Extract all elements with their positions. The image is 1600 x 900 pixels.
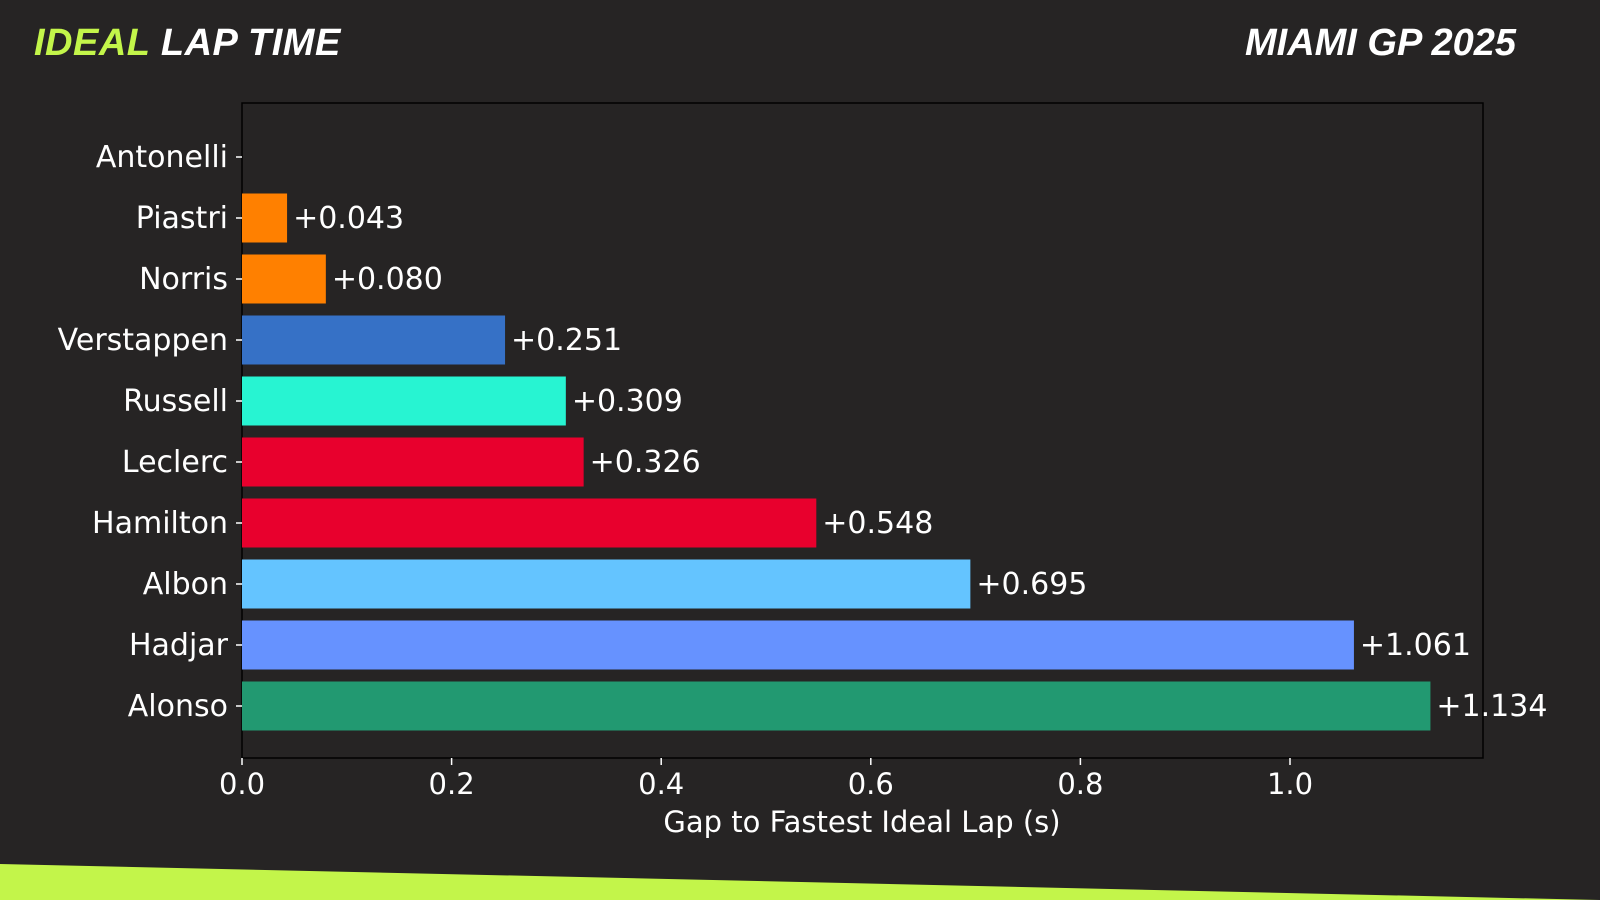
bottom-accent-band: [0, 864, 1600, 900]
x-tick-label: 0.2: [429, 767, 475, 801]
x-tick-label: 0.0: [219, 767, 265, 801]
event-title: MIAMI GP 2025: [1244, 22, 1516, 64]
y-label-alonso: Alonso: [128, 689, 228, 724]
bar-value-label-verstappen: +0.251: [511, 323, 622, 358]
bar-value-label-alonso: +1.134: [1436, 689, 1547, 724]
y-label-hadjar: Hadjar: [129, 628, 229, 663]
bar-norris: [242, 254, 326, 304]
bar-value-label-leclerc: +0.326: [590, 445, 701, 480]
x-tick-label: 0.4: [638, 767, 684, 801]
y-axis-labels: Antonelli Piastri Norris Verstappen Russell L…: [58, 140, 242, 724]
bar-piastri: [242, 193, 288, 243]
y-label-albon: Albon: [143, 567, 228, 602]
y-label-hamilton: Hamilton: [92, 506, 228, 541]
y-label-norris: Norris: [139, 262, 228, 297]
bar-hadjar: [242, 620, 1354, 670]
bar-alonso: [242, 681, 1431, 731]
y-label-antonelli: Antonelli: [96, 140, 228, 175]
bar-value-label-hadjar: +1.061: [1360, 628, 1471, 663]
y-label-leclerc: Leclerc: [122, 445, 228, 480]
bar-russell: [242, 376, 566, 426]
x-tick-label: 1.0: [1267, 767, 1313, 801]
x-axis-ticks: 0.0 0.2 0.4 0.6 0.8 1.0: [219, 758, 1313, 801]
x-tick-label: 0.8: [1057, 767, 1103, 801]
title-accent: IDEAL: [34, 22, 150, 64]
bar-albon: [242, 559, 971, 609]
y-label-piastri: Piastri: [136, 201, 228, 236]
bar-value-label-hamilton: +0.548: [822, 506, 933, 541]
bar-value-label-norris: +0.080: [332, 262, 443, 297]
title-rest: LAP TIME: [160, 22, 341, 64]
bar-value-label-russell: +0.309: [572, 384, 683, 419]
x-tick-label: 0.6: [848, 767, 894, 801]
bar-value-label-piastri: +0.043: [293, 201, 404, 236]
x-axis-title: Gap to Fastest Ideal Lap (s): [663, 805, 1060, 839]
y-label-russell: Russell: [123, 384, 228, 419]
bars-layer: +0.043 +0.080 +0.251 +0.309 +0.326 +0.548 +0.6…: [242, 193, 1547, 731]
bar-verstappen: [242, 315, 506, 365]
bar-hamilton: [242, 498, 817, 548]
bar-value-label-albon: +0.695: [976, 567, 1087, 602]
page-title: IDEAL LAP TIME: [34, 22, 341, 65]
plot-area: [241, 102, 1484, 759]
y-label-verstappen: Verstappen: [58, 323, 228, 358]
bar-leclerc: [242, 437, 584, 487]
